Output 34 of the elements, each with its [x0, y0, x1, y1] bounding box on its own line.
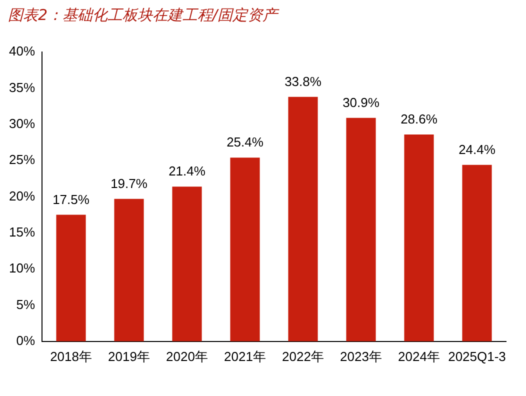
y-tick-label: 10% [8, 260, 36, 276]
bar [404, 134, 434, 342]
data-label: 28.6% [400, 112, 438, 127]
bar [288, 96, 318, 342]
x-tick-label: 2022年 [282, 348, 324, 364]
data-label: 21.4% [168, 164, 206, 179]
y-tick-label: 0% [16, 332, 36, 348]
y-tick-label: 25% [8, 152, 36, 168]
data-label: 24.4% [458, 142, 496, 157]
y-tick-label: 35% [8, 80, 36, 95]
x-tick-label: 2019年 [108, 348, 150, 364]
bar [114, 198, 144, 342]
x-tick-label: 2024年 [398, 348, 440, 364]
bar [56, 214, 86, 342]
data-label: 30.9% [342, 94, 380, 110]
y-tick-label: 30% [8, 116, 36, 131]
x-tick-label: 2020年 [166, 348, 208, 364]
y-tick-label: 40% [8, 44, 36, 59]
bar [172, 186, 202, 342]
x-tick-label: 2021年 [224, 348, 266, 364]
data-label: 19.7% [110, 176, 148, 191]
data-label: 33.8% [284, 74, 322, 89]
bar [346, 118, 376, 342]
bar [230, 158, 260, 342]
y-tick-label: 5% [16, 296, 36, 312]
data-label: 17.5% [52, 192, 90, 207]
bar [462, 164, 492, 342]
chart-title: 图表2：基础化工板块在建工程/固定资产 [8, 6, 278, 25]
x-tick-label: 2023年 [340, 348, 382, 364]
x-tick-label: 2025Q1-3 [448, 348, 506, 364]
y-tick-label: 15% [8, 224, 36, 240]
y-tick-label: 20% [8, 188, 36, 204]
x-tick-label: 2018年 [50, 348, 92, 364]
data-label: 25.4% [226, 134, 264, 150]
